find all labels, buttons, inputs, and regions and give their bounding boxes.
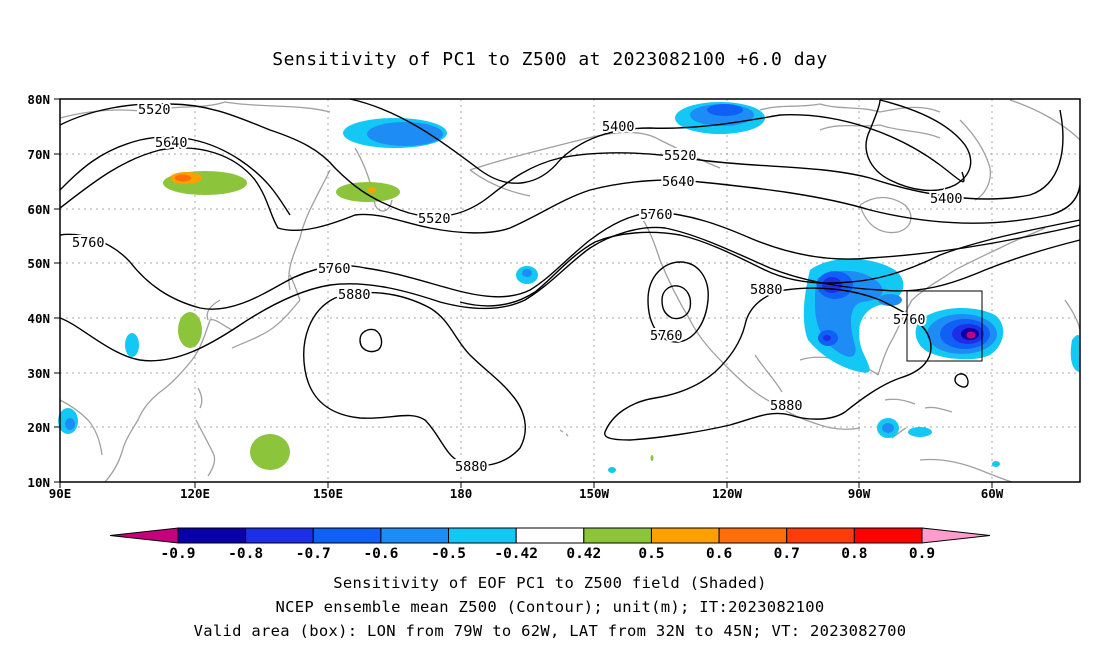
colorbar-segment	[245, 527, 314, 544]
colorbar-label: -0.42	[494, 546, 538, 562]
colorbar-label: -0.6	[363, 546, 398, 562]
colorbar-segment	[177, 527, 247, 544]
contour-label: 5640	[662, 174, 695, 190]
lat-tick-label: 10N	[27, 475, 50, 490]
colorbar-label: 0.8	[841, 546, 867, 562]
tick-marks	[54, 98, 993, 488]
plot-frame	[59, 98, 1081, 483]
shaded-sensitivity	[58, 102, 1080, 473]
contour-label: 5400	[930, 191, 963, 207]
lat-tick-label: 80N	[27, 92, 50, 107]
contour-label: 5400	[602, 119, 635, 135]
contour-label: 5520	[138, 102, 171, 118]
lon-tick-label: 90W	[848, 486, 871, 501]
gridlines	[60, 99, 1080, 482]
contour-label: 5760	[72, 235, 105, 251]
colorbar-segment	[448, 527, 517, 544]
colorbar-label: 0.7	[774, 546, 800, 562]
colorbar: -0.9 -0.8 -0.7 -0.6 -0.5 -0.42 0.42 0.5 0.6 0.7 0.…	[109, 527, 991, 562]
contour-label: 5760	[318, 261, 351, 277]
colorbar-segment	[583, 527, 652, 544]
colorbar-label: 0.9	[909, 546, 935, 562]
coastlines	[59, 99, 1081, 483]
lon-tick-label: 120W	[712, 486, 743, 501]
colorbar-label: 0.5	[638, 546, 664, 562]
colorbar-label: -0.5	[431, 546, 466, 562]
lon-tick-label: 150W	[579, 486, 610, 501]
colorbar-segment	[921, 527, 991, 544]
colorbar-segment	[515, 527, 585, 544]
colorbar-segment	[718, 527, 788, 544]
lon-tick-label: 90E	[49, 486, 72, 501]
lat-tick-label: 50N	[27, 256, 50, 271]
lat-tick-label: 30N	[27, 366, 50, 381]
lat-tick-label: 60N	[27, 202, 50, 217]
contour-label: 5880	[338, 287, 371, 303]
map-title: Sensitivity of PC1 to Z500 at 2023082100…	[272, 49, 828, 70]
lat-tick-label: 20N	[27, 420, 50, 435]
footer-line-2: NCEP ensemble mean Z500 (Contour); unit(…	[275, 598, 825, 616]
colorbar-label: 0.42	[566, 546, 601, 562]
colorbar-segment	[312, 527, 382, 544]
colorbar-segment	[109, 527, 179, 544]
lon-tick-label: 180	[450, 486, 473, 501]
lat-tick-label: 70N	[27, 147, 50, 162]
contour-label: 5640	[155, 135, 188, 151]
colorbar-label: -0.8	[228, 546, 263, 562]
contour-label: 5520	[664, 148, 697, 164]
contour-label: 5880	[770, 398, 803, 414]
colorbar-label: -0.9	[161, 546, 196, 562]
contour-label: 5760	[640, 207, 673, 223]
colorbar-segment	[853, 527, 923, 544]
contour-label: 5760	[650, 328, 683, 344]
lat-axis-labels: 80N 70N 60N 50N 40N 30N 20N 10N	[27, 92, 50, 490]
footer-line-3: Valid area (box): LON from 79W to 62W, L…	[193, 622, 907, 640]
lon-tick-label: 60W	[981, 486, 1004, 501]
lon-tick-label: 150E	[313, 486, 343, 501]
footer-line-1: Sensitivity of EOF PC1 to Z500 field (Sh…	[333, 574, 767, 592]
colorbar-segment	[650, 527, 720, 544]
valid-area-box	[906, 290, 983, 362]
lon-axis-labels: 90E 120E 150E 180 150W 120W 90W 60W	[49, 486, 1004, 501]
contour-label: 5520	[418, 211, 451, 227]
contour-label: 5880	[750, 282, 783, 298]
contour-label: 5880	[455, 459, 488, 475]
contour-label: 5760	[893, 312, 926, 328]
colorbar-label: -0.7	[296, 546, 331, 562]
colorbar-segment	[380, 527, 450, 544]
lat-tick-label: 40N	[27, 311, 50, 326]
colorbar-label: 0.6	[706, 546, 732, 562]
z500-contours	[59, 98, 1081, 467]
contour-labels: 5520 5640 5760 5760 5880 5880 5520 5400 …	[70, 100, 965, 477]
colorbar-segment	[786, 527, 855, 544]
lon-tick-label: 120E	[180, 486, 210, 501]
